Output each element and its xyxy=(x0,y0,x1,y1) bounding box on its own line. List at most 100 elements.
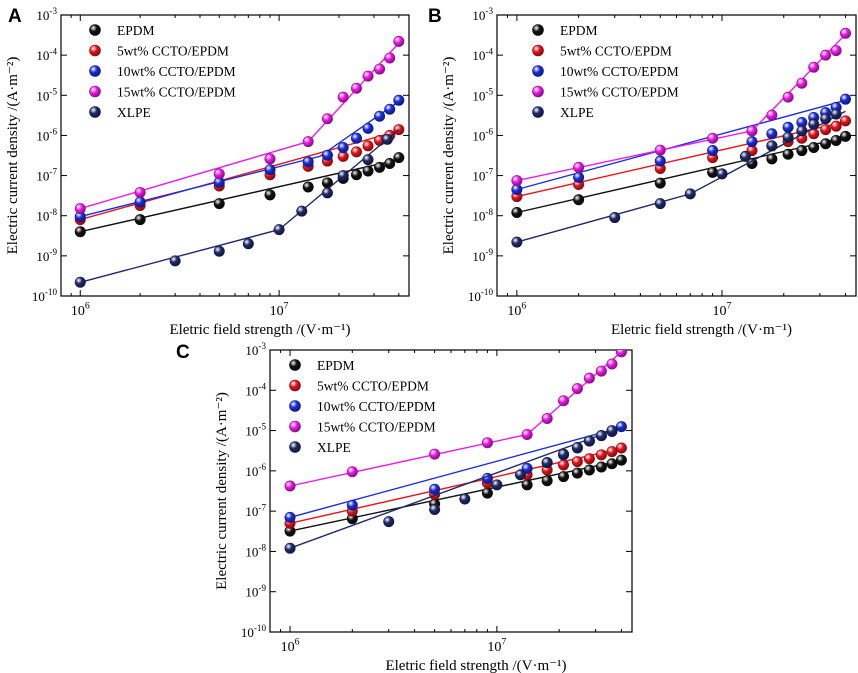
data-point xyxy=(766,109,778,121)
data-point xyxy=(615,454,627,466)
x-tick-label: 107 xyxy=(487,637,506,655)
data-point xyxy=(362,122,374,134)
data-point xyxy=(350,169,362,181)
data-point xyxy=(782,148,794,160)
data-point xyxy=(766,128,778,140)
data-point xyxy=(606,358,618,370)
data-point xyxy=(393,35,405,47)
panel-letter: B xyxy=(428,6,442,27)
fit-line xyxy=(289,447,622,524)
y-tick-label: 10-9 xyxy=(36,247,57,264)
legend-marker xyxy=(532,85,544,98)
data-point xyxy=(393,94,405,106)
panel-letter: A xyxy=(8,6,22,27)
series-15wtpct-ccto-epdm xyxy=(511,27,852,187)
data-point xyxy=(571,442,583,454)
data-point xyxy=(264,153,276,165)
data-point xyxy=(346,499,358,511)
y-tick-label: 10-4 xyxy=(245,381,266,398)
data-point xyxy=(521,479,533,491)
data-point xyxy=(393,152,405,164)
legend-label: 5wt% CCTO/EPDM xyxy=(117,44,229,59)
data-point xyxy=(820,113,832,125)
y-tick-label: 10-3 xyxy=(245,341,266,358)
legend-label: 10wt% CCTO/EPDM xyxy=(317,399,436,414)
series-15wtpct-ccto-epdm xyxy=(284,350,627,492)
data-point xyxy=(766,153,778,165)
data-point xyxy=(213,168,225,180)
plot-area xyxy=(511,27,852,248)
data-point xyxy=(350,132,362,144)
y-axis-label: Electric current density /(A·m⁻²) xyxy=(441,57,457,255)
data-point xyxy=(481,437,493,449)
data-point xyxy=(374,63,386,75)
data-point xyxy=(511,175,523,187)
legend-label: 15wt% CCTO/EPDM xyxy=(560,85,679,100)
data-point xyxy=(321,113,333,125)
legend-marker xyxy=(89,44,101,57)
data-point xyxy=(796,77,808,89)
data-point xyxy=(684,188,696,200)
data-point xyxy=(606,425,618,437)
fit-line xyxy=(289,426,622,549)
legend-marker xyxy=(289,420,301,433)
data-point xyxy=(573,171,585,183)
data-point xyxy=(571,383,583,395)
data-point xyxy=(707,145,719,157)
data-point xyxy=(213,245,225,257)
x-tick-label: 106 xyxy=(281,637,300,655)
data-point xyxy=(707,132,719,144)
legend-label: 5wt% CCTO/EPDM xyxy=(317,379,429,394)
data-point xyxy=(350,146,362,158)
data-point xyxy=(558,471,570,483)
x-axis-label: Eletric field strength /(V·m⁻¹) xyxy=(385,658,566,673)
plot-area xyxy=(284,350,627,554)
data-point xyxy=(337,170,349,182)
data-point xyxy=(362,70,374,82)
y-tick-label: 10-4 xyxy=(472,46,493,63)
data-point xyxy=(384,103,396,115)
data-point xyxy=(383,516,395,528)
x-tick-label: 106 xyxy=(71,301,90,319)
data-point xyxy=(429,503,441,515)
legend-marker xyxy=(89,106,101,118)
data-point xyxy=(609,212,621,224)
data-point xyxy=(830,108,842,120)
data-point xyxy=(521,428,533,440)
data-point xyxy=(746,136,758,148)
y-tick-label: 10-10 xyxy=(32,287,58,304)
data-point xyxy=(521,462,533,474)
data-point xyxy=(654,177,666,189)
data-point xyxy=(429,483,441,495)
data-point xyxy=(374,161,386,173)
x-axis-label: Eletric field strength /(V·m⁻¹) xyxy=(611,322,792,338)
data-point xyxy=(573,194,585,206)
data-point xyxy=(362,165,374,177)
series-xlpe xyxy=(511,108,846,248)
data-point xyxy=(840,93,852,105)
panel-c-chart: C 10-10 10-9 10-8 10-7 10-6 10-5 10-4 10-3 106 107… xyxy=(176,341,633,673)
x-tick-label: 106 xyxy=(507,301,526,319)
y-tick-label: 10-6 xyxy=(245,462,266,479)
fit-line xyxy=(80,100,400,218)
data-point xyxy=(74,276,86,288)
data-point xyxy=(264,189,276,201)
data-point xyxy=(284,480,296,492)
data-point xyxy=(374,110,386,122)
y-tick-label: 10-5 xyxy=(245,422,266,439)
data-point xyxy=(595,365,607,377)
fit-line xyxy=(516,99,846,191)
series-xlpe xyxy=(74,129,400,288)
series-xlpe xyxy=(284,425,622,554)
data-point xyxy=(284,511,296,523)
data-point xyxy=(766,140,778,152)
data-point xyxy=(716,168,728,180)
y-tick-label: 10-7 xyxy=(472,167,493,184)
data-point xyxy=(514,469,526,481)
legend-label: 5wt% CCTO/EPDM xyxy=(560,44,672,59)
data-point xyxy=(782,131,794,143)
data-point xyxy=(820,138,832,150)
y-tick-label: 10-10 xyxy=(468,287,494,304)
legend-marker xyxy=(89,65,101,77)
